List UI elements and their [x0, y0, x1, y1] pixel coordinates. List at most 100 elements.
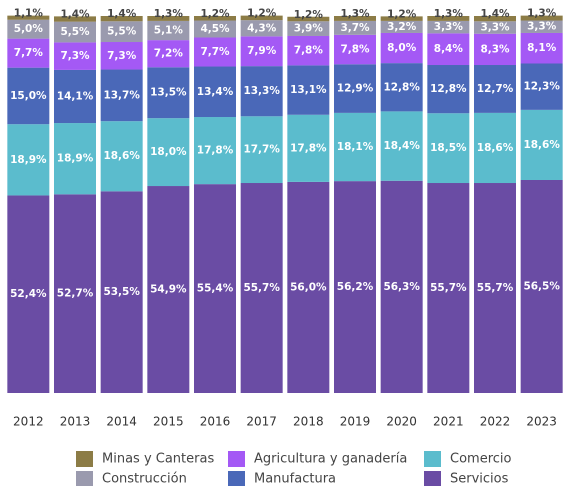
data-label: 1,2%: [387, 8, 417, 20]
data-label: 13,7%: [103, 89, 140, 101]
legend-label: Construcción: [102, 472, 187, 486]
data-label: 52,7%: [57, 288, 94, 300]
x-tick-label: 2020: [386, 415, 417, 429]
bar-segment: [380, 111, 423, 181]
bar-segment: [100, 121, 143, 192]
data-label: 56,2%: [337, 281, 374, 293]
x-tick-label: 2018: [293, 415, 324, 429]
data-label: 3,9%: [294, 23, 324, 35]
data-label: 55,7%: [430, 282, 467, 294]
bar-segment: [147, 118, 190, 187]
bar-segment: [147, 186, 190, 393]
data-label: 4,5%: [200, 23, 230, 35]
bar-segment: [54, 21, 96, 43]
data-label: 1,3%: [434, 8, 464, 20]
bar-segment: [427, 33, 470, 66]
data-label: 1,1%: [14, 8, 44, 20]
data-label: 3,3%: [480, 21, 510, 33]
x-tick-label: 2013: [60, 415, 91, 429]
data-label: 7,8%: [340, 44, 370, 56]
bar-segment: [380, 16, 423, 21]
data-label: 3,2%: [387, 21, 417, 33]
data-label: 55,4%: [197, 283, 234, 295]
data-label: 18,6%: [523, 139, 560, 151]
data-label: 8,0%: [387, 42, 417, 54]
data-label: 55,7%: [243, 282, 280, 294]
data-label: 54,9%: [150, 284, 187, 296]
data-label: 5,5%: [107, 26, 137, 38]
legend-swatch: [228, 451, 245, 467]
data-label: 7,3%: [60, 50, 90, 62]
bar-segment: [240, 20, 283, 37]
x-tick-label: 2023: [526, 415, 557, 429]
bar-segment: [100, 69, 143, 122]
bar-segment: [380, 20, 423, 33]
x-tick-label: 2017: [246, 415, 277, 429]
data-label: 18,4%: [383, 140, 420, 152]
x-tick-label: 2015: [153, 415, 184, 429]
bar-segment: [100, 21, 143, 43]
data-label: 56,5%: [523, 280, 560, 292]
bar-segment: [334, 20, 376, 35]
data-label: 55,7%: [477, 282, 514, 294]
bar-segment: [474, 112, 516, 184]
data-label: 3,3%: [527, 21, 557, 33]
data-label: 12,3%: [523, 81, 560, 93]
bar-segment: [520, 15, 563, 21]
bar-segment: [287, 16, 330, 22]
data-label: 1,3%: [527, 8, 557, 20]
bar-segment: [287, 21, 330, 36]
bar-segment: [54, 42, 96, 70]
bar-segment: [7, 195, 50, 393]
legend-label: Servicios: [450, 472, 509, 486]
bar-segment: [54, 16, 96, 22]
bar-segment: [334, 112, 376, 182]
data-label: 15,0%: [10, 90, 47, 102]
bar-segment: [100, 42, 143, 70]
bar-segment: [334, 64, 376, 113]
data-label: 1,2%: [294, 9, 324, 21]
bar-segment: [7, 19, 50, 39]
data-label: 7,8%: [294, 45, 324, 57]
data-label: 18,6%: [477, 142, 514, 154]
data-label: 17,7%: [243, 144, 280, 156]
x-tick-label: 2019: [340, 415, 371, 429]
x-tick-label: 2021: [433, 415, 464, 429]
data-label: 8,4%: [434, 43, 464, 55]
data-label: 18,0%: [150, 146, 187, 158]
x-tick-label: 2022: [480, 415, 511, 429]
bar-segment: [474, 65, 516, 113]
data-label: 12,7%: [477, 83, 514, 95]
bar-segment: [147, 40, 190, 68]
x-tick-label: 2012: [13, 415, 44, 429]
bar-segment: [427, 20, 470, 34]
bar-segment: [7, 124, 50, 196]
bar-segment: [7, 15, 50, 20]
bar-segment: [380, 180, 423, 393]
legend-label: Manufactura: [254, 472, 336, 486]
data-label: 18,5%: [430, 142, 467, 154]
data-label: 1,3%: [340, 8, 370, 20]
bar-segment: [240, 66, 283, 117]
data-label: 14,1%: [57, 90, 94, 102]
bar-segment: [520, 179, 563, 393]
legend-label: Agricultura y ganadería: [254, 452, 407, 467]
data-label: 12,8%: [383, 81, 420, 93]
bar-segment: [100, 16, 143, 22]
data-label: 7,7%: [200, 46, 230, 58]
data-label: 1,2%: [247, 8, 277, 20]
bar-segment: [240, 116, 283, 184]
legend-swatch: [424, 451, 441, 467]
bar-segment: [7, 67, 50, 125]
data-label: 52,4%: [10, 288, 47, 300]
data-label: 5,0%: [14, 23, 44, 35]
legend-label: Minas y Canteras: [102, 452, 214, 467]
bar-segment: [7, 38, 50, 68]
data-label: 13,5%: [150, 87, 187, 99]
data-label: 18,1%: [337, 141, 374, 153]
data-label: 3,3%: [434, 21, 464, 33]
data-label: 13,1%: [290, 84, 327, 96]
bar-segment: [240, 15, 283, 21]
bar-segment: [147, 20, 190, 41]
bar-segment: [427, 16, 470, 21]
